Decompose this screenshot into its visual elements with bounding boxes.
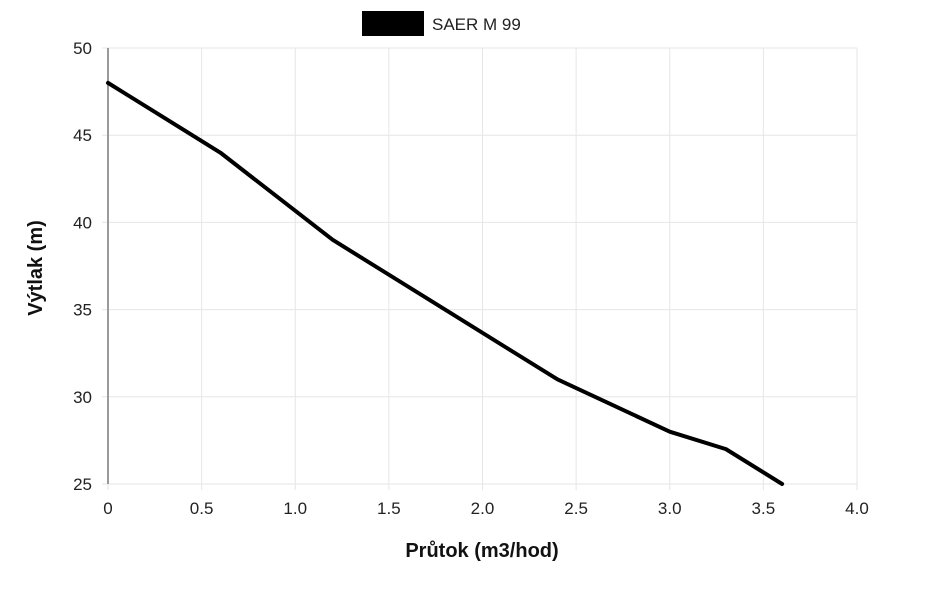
y-tick-label: 50 xyxy=(73,39,92,58)
legend-swatch[interactable] xyxy=(362,11,424,36)
x-tick-label: 4.0 xyxy=(845,499,869,518)
y-tick-label: 30 xyxy=(73,388,92,407)
series-layer xyxy=(106,80,785,486)
y-tick-label: 40 xyxy=(73,213,92,232)
x-tick-label: 2.0 xyxy=(471,499,495,518)
x-tick-label: 1.0 xyxy=(283,499,307,518)
legend-label[interactable]: SAER M 99 xyxy=(432,15,521,34)
legend[interactable]: SAER M 99 xyxy=(362,11,521,36)
x-tick-label: 3.5 xyxy=(752,499,776,518)
x-tick-labels: 0 0.5 1.0 1.5 2.0 2.5 3.0 3.5 4.0 xyxy=(103,499,869,518)
series-line-0 xyxy=(106,80,785,486)
x-tick-label: 0.5 xyxy=(190,499,214,518)
x-tick-label: 2.5 xyxy=(564,499,588,518)
x-tick-label: 0 xyxy=(103,499,112,518)
y-tick-label: 35 xyxy=(73,301,92,320)
x-tick-label: 1.5 xyxy=(377,499,401,518)
y-tick-labels: 25 30 35 40 45 50 xyxy=(73,39,92,494)
y-tick-label: 45 xyxy=(73,126,92,145)
grid-lines xyxy=(102,47,858,490)
x-axis-title: Průtok (m3/hod) xyxy=(405,540,558,562)
x-tick-label: 3.0 xyxy=(658,499,682,518)
y-tick-label: 25 xyxy=(73,475,92,494)
y-axis-title: Výtlak (m) xyxy=(25,220,47,316)
